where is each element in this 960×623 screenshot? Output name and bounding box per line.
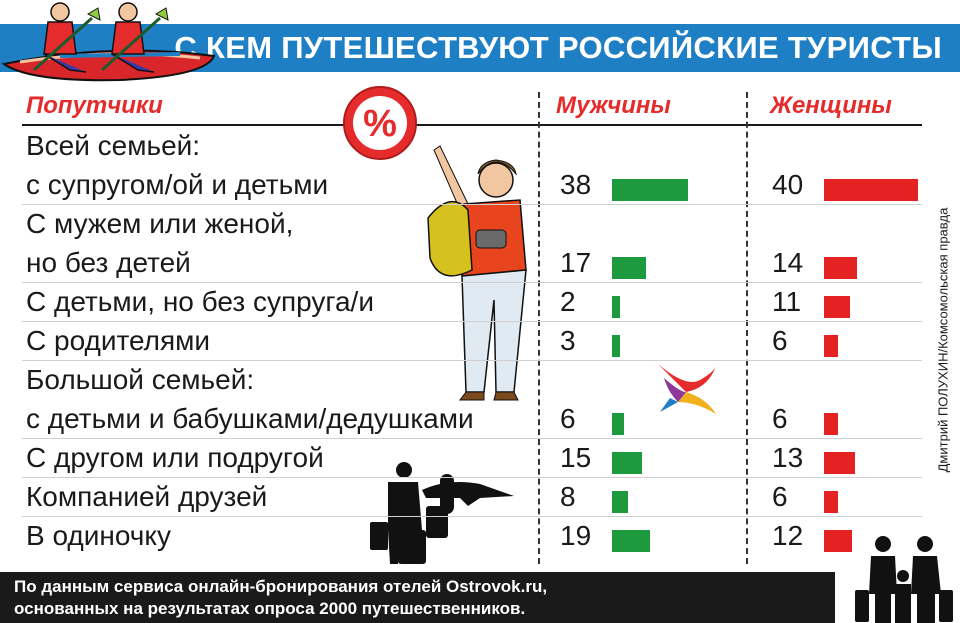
photo-credit: Дмитрий ПОЛУХИН/Комсомольская правда: [935, 207, 951, 473]
women-value: 6: [772, 325, 788, 356]
companions-column-header: Попутчики: [26, 92, 163, 119]
airplane-travelers-icon: [370, 462, 514, 564]
men-column-divider: [538, 92, 540, 564]
row-label: Компанией друзей: [26, 481, 268, 512]
men-value: 8: [560, 481, 576, 512]
women-bar: [824, 452, 855, 474]
women-value: 40: [772, 169, 804, 200]
pointing-tourist-icon: [427, 145, 527, 401]
women-value: 11: [772, 286, 802, 317]
men-value: 19: [560, 520, 592, 551]
source-note-line-1: По данным сервиса онлайн-бронирования от…: [14, 577, 548, 596]
women-value: 12: [772, 520, 804, 551]
row-label: С мужем или женой,: [26, 208, 294, 239]
row-label: С родителями: [26, 325, 211, 356]
women-column-header: Женщины: [770, 92, 892, 119]
family-luggage-icon: [855, 536, 953, 623]
women-bar: [824, 296, 850, 318]
women-bar: [824, 491, 839, 513]
men-value: 17: [560, 247, 592, 278]
row-divider: [22, 321, 922, 322]
men-bar: [612, 491, 628, 513]
percent-badge-icon: %: [343, 86, 417, 160]
men-value: 38: [560, 169, 592, 200]
men-bar: [612, 530, 650, 552]
row-divider: [22, 204, 922, 205]
men-column-header: Мужчины: [556, 92, 671, 119]
row-divider: [22, 438, 922, 439]
bird-logo-icon: [658, 364, 716, 414]
row-label: Большой семьей:: [26, 364, 255, 395]
men-bar: [612, 452, 642, 474]
header-rule: [22, 124, 922, 126]
men-bar: [612, 257, 646, 279]
men-value: 2: [560, 286, 576, 317]
percent-symbol: %: [363, 103, 397, 145]
row-label: С другом или подругой: [26, 442, 324, 473]
women-value: 6: [772, 481, 788, 512]
row-label: с детьми и бабушками/дедушками: [26, 403, 474, 434]
men-value: 3: [560, 325, 576, 356]
women-value: 6: [772, 403, 788, 434]
row-label: но без детей: [26, 247, 191, 278]
page-title: С КЕМ ПУТЕШЕСТВУЮТ РОССИЙСКИЕ ТУРИСТЫ: [174, 30, 942, 65]
row-divider: [22, 477, 922, 478]
row-label: В одиночку: [26, 520, 171, 551]
row-divider: [22, 516, 922, 517]
men-bar: [612, 413, 624, 435]
women-bar: [824, 530, 853, 552]
kayak-rowers-icon: [1, 2, 216, 82]
men-bar: [612, 296, 620, 318]
men-value: 15: [560, 442, 592, 473]
row-label: с супругом/ой и детьми: [26, 169, 329, 200]
women-value: 13: [772, 442, 804, 473]
women-value: 14: [772, 247, 804, 278]
row-divider: [22, 282, 922, 283]
row-label: С детьми, но без супруга/и: [26, 286, 374, 317]
row-label: Всей семьей:: [26, 130, 201, 161]
women-bar: [824, 179, 918, 201]
men-bar: [612, 335, 620, 357]
source-note-line-2: основанных на результатах опроса 2000 пу…: [14, 599, 526, 618]
women-bar: [824, 335, 839, 357]
women-column-divider: [746, 92, 748, 564]
men-value: 6: [560, 403, 576, 434]
men-bar: [612, 179, 688, 201]
women-bar: [824, 257, 857, 279]
row-divider: [22, 360, 922, 361]
source-footer: По данным сервиса онлайн-бронирования от…: [0, 572, 835, 623]
women-bar: [824, 413, 839, 435]
